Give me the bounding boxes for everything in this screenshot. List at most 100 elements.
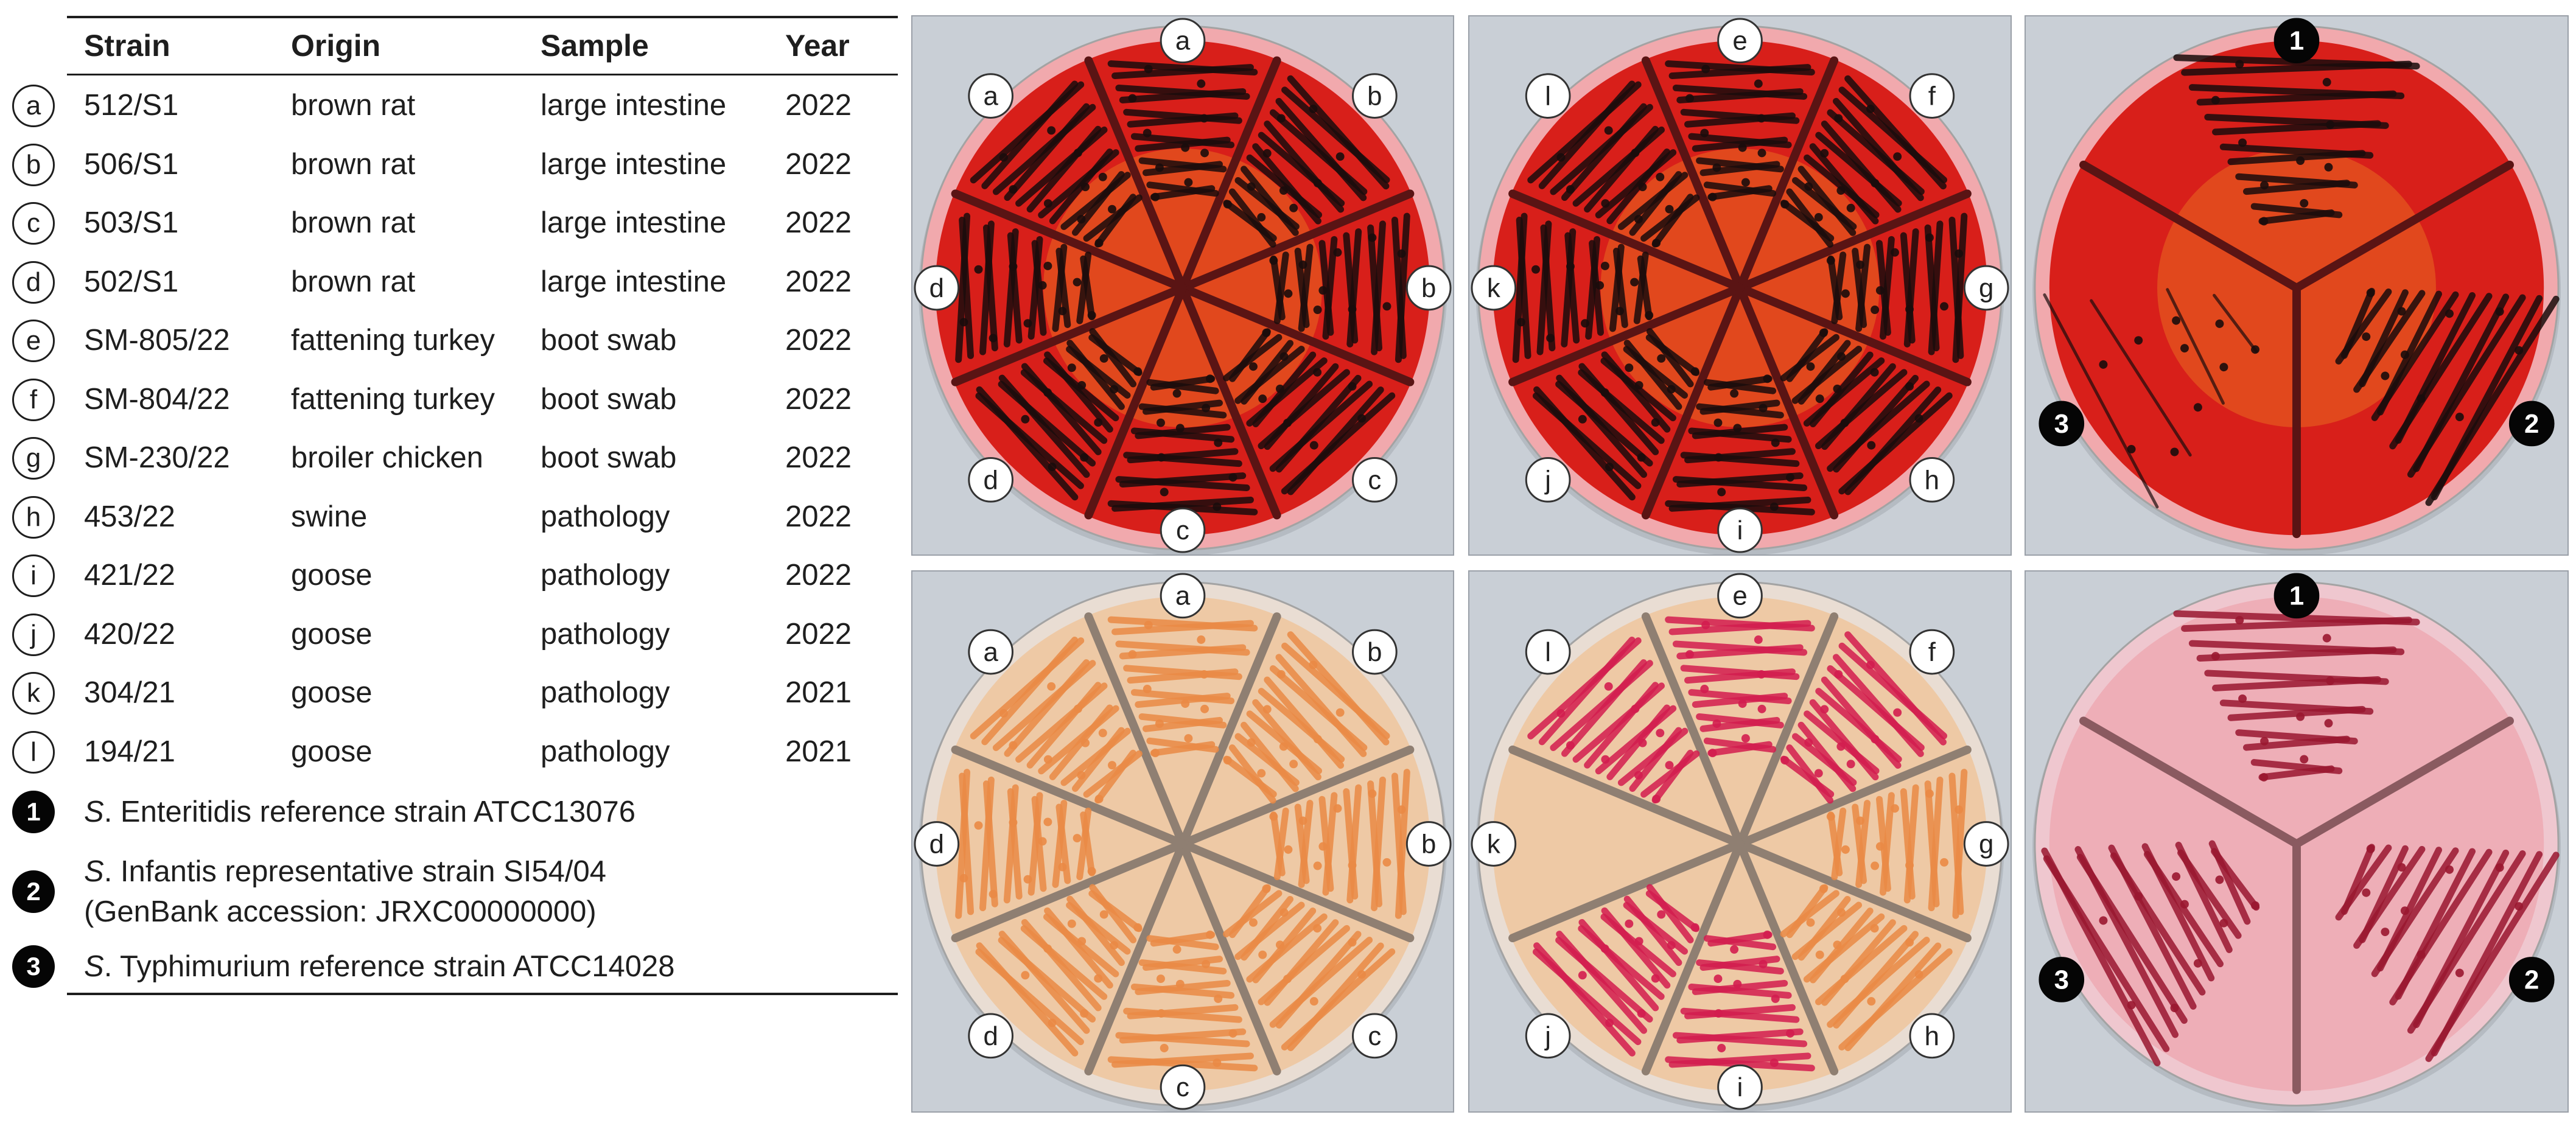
plate-label-a: a [968,629,1013,675]
table-bottom-rule [67,993,898,995]
svg-text:b: b [1367,637,1382,667]
strain-cell: 506/S1 [84,147,179,181]
strain-label-k: k [12,672,55,715]
plate-label-i: i [1717,507,1763,553]
svg-text:f: f [1928,637,1936,667]
plate-label-a: a [1160,18,1206,64]
sector-divider [1178,839,1281,1075]
streak-growth [1527,80,1700,248]
reference-label-2: 2 [12,870,55,913]
svg-text:l: l [1545,82,1551,111]
plate-label-a: a [968,73,1013,119]
plate-label-c: c [1160,507,1206,553]
plate-label-k: k [1471,265,1517,311]
header-origin: Origin [291,29,381,63]
plate-label-2: 2 [2508,400,2555,447]
svg-text:e: e [1732,581,1747,611]
origin-cell: goose [291,559,373,592]
year-cell: 2022 [785,441,852,474]
origin-cell: brown rat [291,147,416,181]
streak-growth [1780,631,1948,804]
plate-label-j: j [1525,1013,1571,1059]
strain-label-b: b [12,143,55,186]
streak-growth [1665,616,1815,758]
strain-cell: 502/S1 [84,265,179,298]
svg-text:2: 2 [2524,409,2539,439]
strain-cell: SM-230/22 [84,441,230,474]
plate-label-d: d [914,821,960,867]
svg-text:1: 1 [2289,26,2304,56]
sample-cell: boot swab [541,382,677,416]
plate-label-d: d [968,457,1013,503]
streak-growth [975,884,1143,1057]
sector-divider [951,839,1187,943]
streak-growth [1665,374,1815,516]
sector-divider [1084,56,1187,292]
sector-divider [1178,745,1415,848]
plate-label-1: 1 [2273,18,2320,64]
year-cell: 2022 [785,500,852,533]
plate-label-b: b [1405,821,1452,867]
reference-label-3: 3 [12,945,55,988]
sample-cell: large intestine [541,147,727,181]
plate-label-l: l [1525,73,1571,119]
sector-divider [1178,284,1281,520]
plate-label-l: l [1525,629,1571,675]
svg-text:f: f [1928,82,1936,111]
plate-label-c: c [1352,1013,1398,1059]
sector-divider [1178,56,1281,292]
sector-divider [1735,612,1839,848]
strain-cell: 453/22 [84,500,175,533]
plate-label-d: d [968,1013,1013,1059]
svg-text:a: a [1175,581,1191,611]
sector-divider [951,284,1187,386]
header-year: Year [785,29,850,63]
svg-text:l: l [1545,637,1551,667]
year-cell: 2021 [785,676,852,709]
origin-cell: brown rat [291,265,416,298]
sample-cell: pathology [541,559,670,592]
sector-divider [1641,284,1745,520]
plate-label-i: i [1717,1064,1763,1110]
origin-cell: goose [291,676,373,709]
origin-cell: fattening turkey [291,382,495,416]
plate-label-h: h [1909,457,1955,503]
streak-growth [970,80,1143,248]
streak-growth [2335,287,2560,506]
reference-label-1: 1 [12,791,55,833]
sample-cell: boot swab [541,441,677,474]
svg-text:b: b [1421,829,1436,859]
strain-label-g: g [12,437,55,480]
plate-label-b: b [1352,629,1398,675]
svg-text:b: b [1421,273,1436,303]
plate-label-2: 2 [2508,957,2555,1002]
origin-cell: broiler chicken [291,441,483,474]
sector-divider [1178,839,1415,943]
reference-strain-text: S. Infantis representative strain SI54/0… [84,855,606,928]
sector-divider [1735,839,1972,943]
svg-text:c: c [1368,465,1381,495]
year-cell: 2021 [785,735,852,768]
svg-text:3: 3 [2054,965,2069,995]
plate-label-b: b [1352,73,1398,119]
sector-divider [1508,745,1745,848]
streak-growth [955,212,1096,363]
strain-label-f: f [12,378,55,421]
strain-label-l: l [12,730,55,774]
svg-text:d: d [983,465,998,495]
plate-xld-a-to-d: a b b c c d d a [911,15,1454,556]
streak-growth [1269,212,1410,363]
sample-cell: pathology [541,676,670,709]
table-top-rule [67,16,898,18]
streak-growth [1532,328,1700,501]
svg-text:d: d [929,273,944,303]
origin-cell: brown rat [291,206,416,239]
strain-legend-table: Strain Origin Sample Year a 512/S1 brown r… [0,0,901,1126]
svg-text:k: k [1487,273,1500,303]
plate-chromogenic-a-to-d: a b b c c d d a [911,570,1454,1113]
streak-growth [1527,636,1700,804]
sample-cell: pathology [541,500,670,533]
plate-label-b: b [1405,265,1452,311]
streak-growth [1223,328,1396,495]
sector-divider [1735,284,1972,386]
